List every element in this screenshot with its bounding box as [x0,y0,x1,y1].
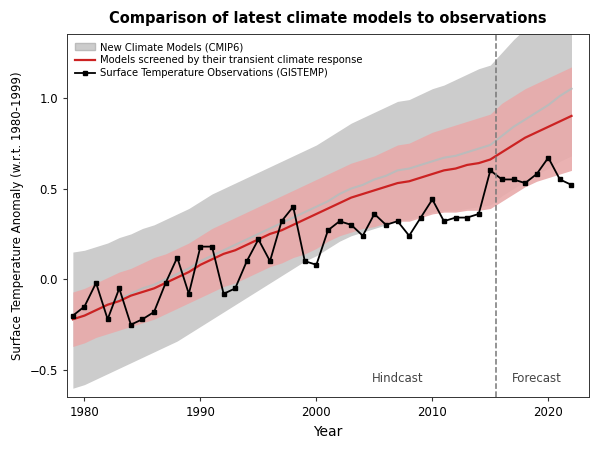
Legend: New Climate Models (CMIP6), Models screened by their transient climate response,: New Climate Models (CMIP6), Models scree… [72,39,365,81]
Title: Comparison of latest climate models to observations: Comparison of latest climate models to o… [109,11,547,26]
Text: Hindcast: Hindcast [372,372,424,385]
X-axis label: Year: Year [313,425,343,439]
Text: Forecast: Forecast [512,372,562,385]
Y-axis label: Surface Temperature Anomaly (w.r.t. 1980-1999): Surface Temperature Anomaly (w.r.t. 1980… [11,72,24,360]
